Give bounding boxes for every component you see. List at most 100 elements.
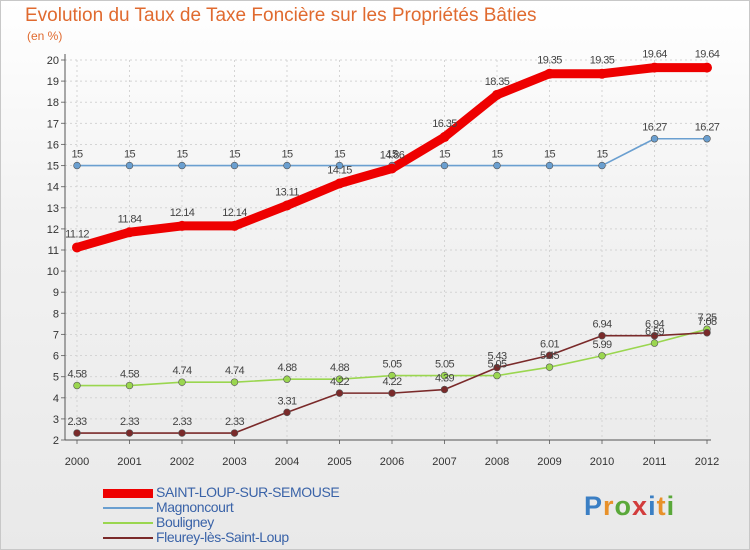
data-label-0: 19.35 <box>537 55 562 67</box>
y-tick-label: 19 <box>47 76 59 88</box>
data-label-3: 4.39 <box>435 373 454 385</box>
series-point-1 <box>178 161 186 170</box>
x-tick-label: 2005 <box>327 456 351 468</box>
series-point-0 <box>229 220 240 231</box>
x-tick-label: 2012 <box>695 456 719 468</box>
series-point-3 <box>73 429 81 437</box>
data-label-3: 6.94 <box>645 319 664 331</box>
data-label-1: 15 <box>334 149 346 161</box>
data-label-1: 15 <box>281 149 293 161</box>
data-label-3: 4.22 <box>382 376 401 388</box>
series-point-0 <box>124 227 135 238</box>
y-tick-label: 6 <box>53 351 59 363</box>
data-label-1: 15 <box>491 149 503 161</box>
logo-letter: t <box>656 491 667 521</box>
data-label-2: 6.59 <box>645 326 664 338</box>
series-point-0 <box>439 132 450 143</box>
data-label-3: 7.08 <box>697 316 716 328</box>
series-point-2 <box>125 381 134 390</box>
x-tick-label: 2010 <box>590 456 614 468</box>
series-point-3 <box>283 408 291 417</box>
data-label-2: 5.05 <box>435 359 454 371</box>
data-label-1: 15 <box>229 149 241 161</box>
x-tick-label: 2007 <box>432 456 456 468</box>
series-point-2 <box>335 375 344 383</box>
chart-title: Evolution du Taux de Taxe Foncière sur l… <box>25 5 537 26</box>
data-label-2: 5.99 <box>592 339 611 351</box>
x-tick-label: 2009 <box>537 456 561 468</box>
y-tick-label: 7 <box>53 329 59 341</box>
legend-swatch <box>103 537 153 539</box>
x-tick-label: 2011 <box>643 456 667 468</box>
data-label-1: 15 <box>439 149 451 161</box>
data-label-2: 4.88 <box>330 362 349 374</box>
y-tick-label: 18 <box>47 97 59 109</box>
data-label-2: 5.45 <box>540 350 559 362</box>
data-label-3: 3.31 <box>277 395 296 407</box>
data-label-2: 7.25 <box>697 312 716 324</box>
series-point-0 <box>597 68 607 79</box>
data-label-2: 4.74 <box>225 365 244 377</box>
data-label-1: 15 <box>124 149 136 161</box>
series-point-3 <box>125 429 134 437</box>
y-tick-label: 9 <box>53 287 59 299</box>
logo-letter: P <box>584 491 604 521</box>
series-point-1 <box>493 161 501 170</box>
series-point-1 <box>125 161 134 170</box>
legend-label: SAINT-LOUP-SUR-SEMOUSE <box>156 484 340 500</box>
series-point-1 <box>230 161 239 170</box>
series-point-2 <box>545 363 554 371</box>
series-point-3 <box>335 389 344 397</box>
y-axis-unit: (en %) <box>27 29 63 43</box>
data-label-1: 15 <box>596 149 608 161</box>
series-point-3 <box>650 332 659 340</box>
series-point-2 <box>650 339 659 347</box>
y-tick-label: 16 <box>47 139 59 151</box>
series-point-3 <box>178 429 186 437</box>
data-label-3: 6.01 <box>540 338 559 350</box>
x-tick-label: 2008 <box>485 456 509 468</box>
x-tick-label: 2002 <box>170 456 194 468</box>
axes: 2 3 4 5 6 7 8 9 10 11 12 13 14 15 16 17 18 19 20 2000 2001 20… <box>47 54 719 468</box>
series-point-3 <box>545 351 554 360</box>
data-label-3: 2.33 <box>120 416 139 428</box>
series-point-2 <box>230 378 239 386</box>
data-label-2: 4.58 <box>67 369 86 381</box>
data-label-1: 15 <box>544 149 556 161</box>
x-tick-label: 2001 <box>117 456 141 468</box>
series-point-0 <box>492 89 502 100</box>
series-points <box>72 62 712 437</box>
data-label-0: 11.12 <box>65 228 89 240</box>
data-label-0: 11.84 <box>118 213 142 225</box>
data-label-3: 2.33 <box>225 416 244 428</box>
y-tick-label: 13 <box>47 203 59 215</box>
data-label-3: 4.22 <box>330 376 349 388</box>
data-label-1: 16.27 <box>642 122 667 134</box>
legend-swatch <box>103 488 153 498</box>
data-label-0: 14.15 <box>327 165 352 177</box>
data-label-3: 2.33 <box>67 416 86 428</box>
logo-letter: i <box>666 491 676 521</box>
y-tick-label: 14 <box>47 182 59 194</box>
series-point-2 <box>598 352 606 360</box>
x-tick-label: 2003 <box>222 456 246 468</box>
y-tick-label: 3 <box>53 414 59 426</box>
data-label-0: 13.11 <box>275 186 299 198</box>
y-tick-label: 4 <box>53 393 59 405</box>
series-point-2 <box>493 371 501 380</box>
y-tick-label: 11 <box>48 245 59 257</box>
legend-swatch <box>103 507 153 509</box>
data-label-1: 15 <box>176 149 188 161</box>
y-tick-label: 8 <box>53 308 59 320</box>
series-point-0 <box>282 200 292 211</box>
logo-letter: i <box>648 491 657 521</box>
y-tick-label: 15 <box>47 161 59 173</box>
data-label-2: 4.58 <box>120 369 139 381</box>
data-label-1: 15 <box>386 149 398 161</box>
data-label-3: 2.33 <box>172 416 191 428</box>
series-point-0 <box>544 68 555 79</box>
y-tick-label: 5 <box>53 372 59 384</box>
logo-letter: x <box>632 491 649 521</box>
legend-swatch <box>103 522 153 524</box>
